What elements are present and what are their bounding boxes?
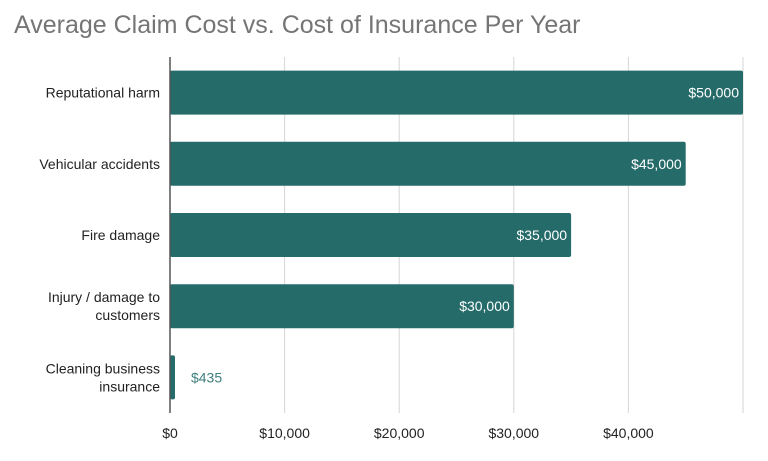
category-label: customers [95, 307, 160, 323]
bars: $50,000 $45,000 $35,000 $30,000 $435 [170, 70, 743, 400]
category-label: Cleaning business [46, 360, 160, 376]
data-label: $35,000 [516, 227, 567, 243]
category-label: Reputational harm [46, 85, 160, 101]
data-label: $45,000 [631, 156, 682, 172]
category-label: Injury / damage to [48, 289, 160, 305]
bar [170, 213, 572, 257]
data-label: $50,000 [688, 85, 739, 101]
x-tick-label: $20,000 [374, 425, 425, 441]
bar [170, 355, 175, 400]
bar [170, 141, 686, 186]
data-label: $30,000 [459, 298, 510, 314]
x-tick-label: $40,000 [603, 425, 654, 441]
category-labels: Reputational harm Vehicular accidents Fire… [39, 85, 160, 395]
category-label: Vehicular accidents [39, 156, 160, 172]
chart-title: Average Claim Cost vs. Cost of Insurance… [14, 11, 580, 39]
x-tick-label: $30,000 [488, 425, 539, 441]
category-label: insurance [99, 378, 160, 394]
bar [170, 284, 514, 329]
x-tick-label: $10,000 [259, 425, 310, 441]
category-label: Fire damage [81, 227, 160, 243]
data-label: $435 [191, 369, 222, 385]
x-tick-labels: $0 $10,000 $20,000 $30,000 $40,000 [162, 425, 654, 441]
x-tick-label: $0 [162, 425, 178, 441]
bar [170, 70, 743, 115]
